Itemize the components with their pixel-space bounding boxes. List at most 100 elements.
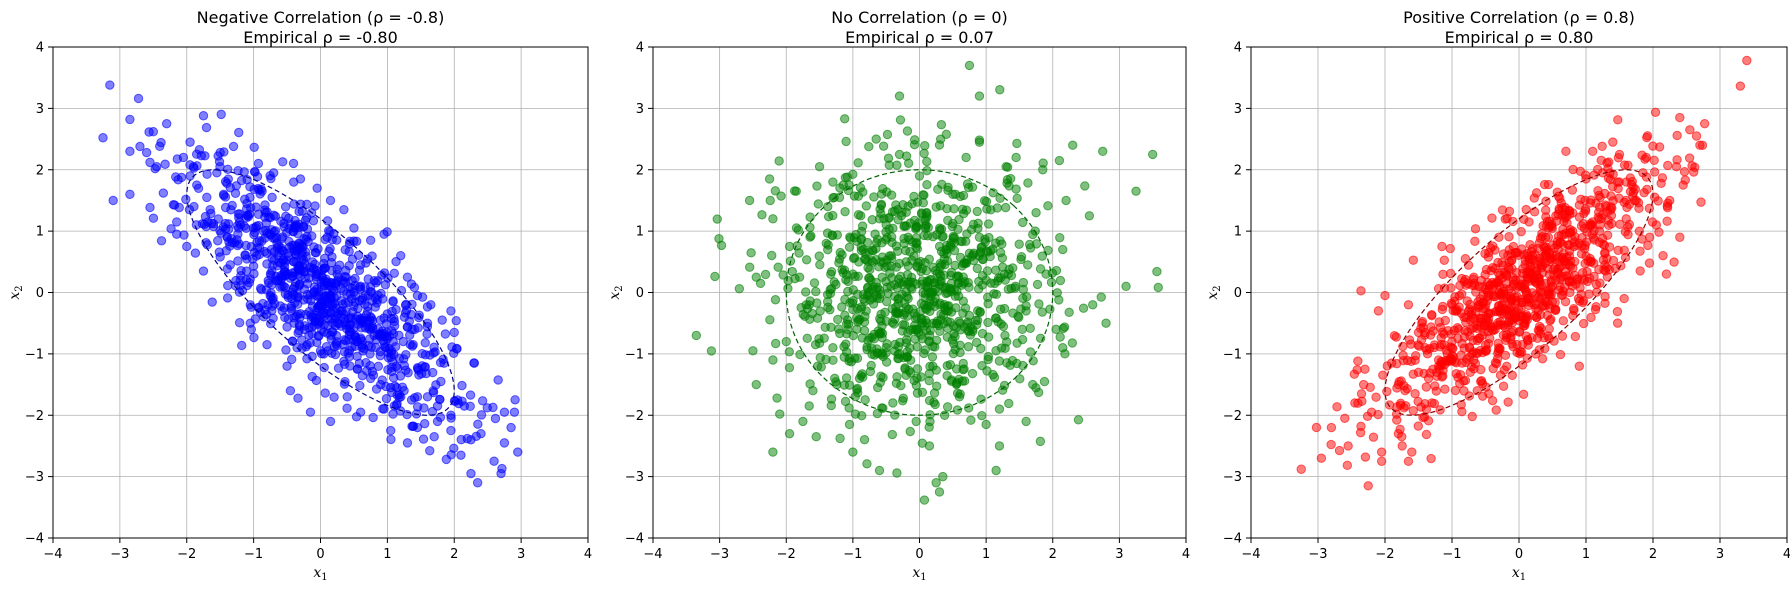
data-point xyxy=(1418,412,1428,423)
data-point xyxy=(1689,167,1699,177)
data-point xyxy=(509,407,520,417)
data-point xyxy=(909,215,920,226)
data-point xyxy=(325,416,336,427)
data-point xyxy=(1621,195,1631,206)
data-point xyxy=(849,252,860,263)
data-point xyxy=(1360,364,1370,374)
data-point xyxy=(1691,131,1702,141)
data-point xyxy=(1588,146,1598,157)
data-point xyxy=(407,421,417,431)
data-point xyxy=(1623,160,1633,171)
data-point xyxy=(840,206,850,217)
data-point xyxy=(1662,216,1672,226)
data-point xyxy=(1507,294,1517,305)
data-point xyxy=(422,321,433,332)
x-tick-label: −4 xyxy=(1241,547,1260,562)
data-point xyxy=(249,269,259,279)
data-point xyxy=(977,280,988,290)
data-point xyxy=(1416,335,1427,345)
data-point xyxy=(1569,270,1580,280)
data-point xyxy=(497,463,507,474)
y-tick-label: 1 xyxy=(636,225,644,240)
data-point xyxy=(469,358,479,368)
data-point xyxy=(866,360,876,371)
data-point xyxy=(924,422,934,432)
data-point xyxy=(1468,335,1479,346)
data-point xyxy=(1502,271,1512,281)
data-point xyxy=(1360,452,1371,462)
data-point xyxy=(712,214,722,224)
data-point xyxy=(1500,214,1510,224)
data-point xyxy=(287,336,298,346)
y-tick-label: 4 xyxy=(636,41,644,56)
data-point xyxy=(770,186,781,196)
data-point xyxy=(350,341,360,351)
data-point xyxy=(1389,330,1400,341)
data-point xyxy=(277,306,287,316)
data-point xyxy=(922,179,932,190)
data-point xyxy=(908,277,918,288)
data-point xyxy=(409,282,420,293)
data-point xyxy=(805,212,815,222)
data-point xyxy=(1439,255,1449,265)
data-point xyxy=(772,393,782,403)
data-point xyxy=(841,339,851,349)
data-point xyxy=(1422,349,1433,359)
x-tick-label: 3 xyxy=(1716,547,1724,562)
data-point xyxy=(1380,290,1390,301)
data-point xyxy=(1470,236,1480,246)
data-point xyxy=(513,447,523,457)
data-point xyxy=(1570,331,1581,342)
data-point xyxy=(1397,441,1407,451)
data-point xyxy=(145,157,155,168)
data-point xyxy=(316,271,327,282)
data-point xyxy=(193,183,204,194)
data-point xyxy=(253,158,264,169)
data-point xyxy=(148,213,159,223)
data-point xyxy=(1568,310,1578,321)
y-tick-label: 2 xyxy=(636,163,644,178)
data-point xyxy=(1579,223,1590,234)
data-point xyxy=(1073,415,1084,425)
data-point xyxy=(293,292,304,302)
data-point xyxy=(783,275,793,286)
data-point xyxy=(312,183,322,193)
data-point xyxy=(892,372,902,382)
data-point xyxy=(1634,203,1644,214)
data-point xyxy=(1546,275,1556,286)
y-tick-label: −3 xyxy=(25,470,44,485)
data-point xyxy=(1525,276,1535,286)
data-point xyxy=(862,256,873,266)
data-point xyxy=(387,366,397,377)
data-point xyxy=(246,324,257,335)
data-point xyxy=(914,171,925,181)
data-point xyxy=(1088,300,1098,310)
data-point xyxy=(953,291,964,301)
data-point xyxy=(476,410,487,420)
y-tick-label: 0 xyxy=(36,286,44,301)
data-point xyxy=(323,280,334,290)
data-point xyxy=(908,304,918,314)
data-point xyxy=(955,347,965,358)
data-point xyxy=(1464,391,1474,401)
data-point xyxy=(1440,315,1451,326)
data-point xyxy=(389,401,399,411)
data-point xyxy=(305,290,315,300)
data-point xyxy=(802,333,812,344)
data-point xyxy=(365,235,376,246)
data-point xyxy=(848,447,858,457)
x-tick-label: −2 xyxy=(177,547,196,562)
data-point xyxy=(1685,125,1695,135)
data-point xyxy=(911,416,921,427)
data-point xyxy=(994,356,1005,366)
data-point xyxy=(287,271,297,281)
data-point xyxy=(1131,186,1141,196)
data-point xyxy=(1551,304,1561,315)
data-point xyxy=(490,413,501,424)
data-point xyxy=(1023,178,1033,188)
data-point xyxy=(931,365,941,375)
data-point xyxy=(795,349,805,360)
y-tick-label: 2 xyxy=(1234,163,1242,178)
data-point xyxy=(320,388,330,398)
y-tick-label: −2 xyxy=(625,409,644,424)
